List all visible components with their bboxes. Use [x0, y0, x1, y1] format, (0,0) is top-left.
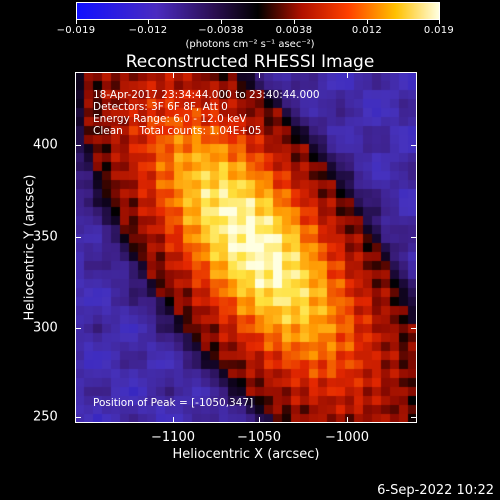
y-tick-label: 300 — [33, 320, 58, 336]
x-axis-label: Heliocentric X (arcsec) — [172, 447, 320, 462]
colorbar-gradient — [77, 3, 439, 19]
x-tick-label: −1000 — [325, 430, 369, 445]
colorbar-tick-label: 0.019 — [423, 25, 455, 36]
y-tick-label: 400 — [33, 137, 58, 153]
x-tick — [259, 417, 260, 423]
x-tick — [259, 72, 260, 78]
y-tick — [75, 417, 81, 418]
info-total-counts: Clean Total counts: 1.04E+05 — [93, 125, 262, 137]
y-tick — [75, 237, 81, 238]
x-tick-label: −1100 — [151, 430, 195, 445]
y-axis-label: Heliocentric Y (arcsec) — [22, 174, 38, 321]
render-timestamp: 6-Sep-2022 10:22 — [377, 483, 494, 498]
colorbar-tick-label: −0.012 — [128, 25, 168, 36]
heatmap-image — [75, 72, 417, 423]
y-tick — [411, 417, 417, 418]
colorbar-tick-label: −0.0038 — [198, 25, 244, 36]
plot-title: Reconstructed RHESSI Image — [125, 52, 375, 72]
x-tick — [347, 417, 348, 423]
y-tick — [411, 237, 417, 238]
x-tick — [173, 417, 174, 423]
y-tick — [75, 145, 81, 146]
y-tick-label: 350 — [33, 229, 58, 245]
colorbar-units: (photons cm⁻² s⁻¹ asec⁻²) — [185, 39, 315, 50]
y-tick — [411, 145, 417, 146]
colorbar-tick-label: 0.0038 — [275, 25, 313, 36]
info-time-range: 18-Apr-2017 23:34:44.000 to 23:40:44.000 — [93, 89, 320, 101]
heatmap-area — [75, 72, 417, 423]
x-tick — [347, 72, 348, 78]
peak-position-label: Position of Peak = [-1050,347] — [93, 397, 254, 409]
colorbar-tick-label: −0.019 — [56, 25, 96, 36]
info-detectors: Detectors: 3F 6F 8F, Att 0 — [93, 101, 228, 113]
y-tick-label: 250 — [33, 409, 58, 425]
colorbar — [76, 2, 440, 20]
colorbar-tick-label: 0.012 — [351, 25, 383, 36]
x-tick — [173, 72, 174, 78]
y-tick — [75, 328, 81, 329]
info-energy-range: Energy Range: 6.0 - 12.0 keV — [93, 113, 247, 125]
x-tick-label: −1050 — [237, 430, 281, 445]
y-tick — [411, 328, 417, 329]
